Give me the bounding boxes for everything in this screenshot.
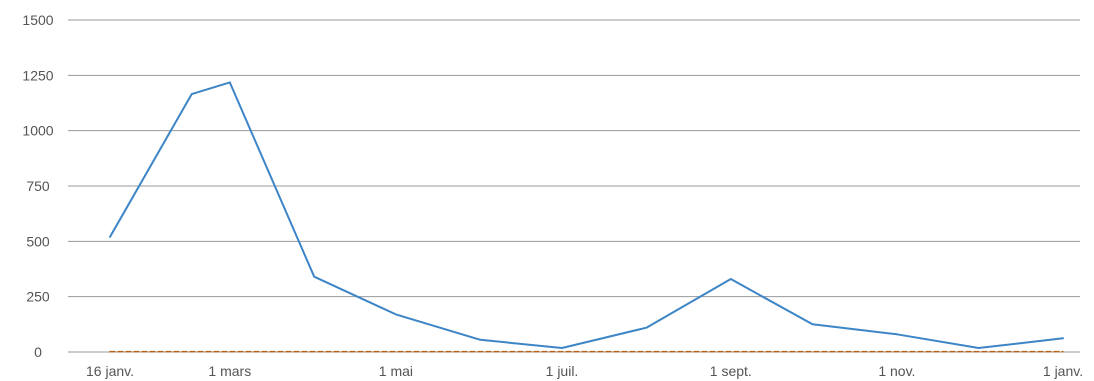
x-tick-label: 1 mars [208,363,251,379]
y-tick-label: 250 [26,289,50,305]
grid [68,19,1080,353]
x-tick-label: 16 janv. [86,363,134,379]
y-tick-label: 750 [26,178,50,194]
x-tick-label: 1 juil. [546,363,579,379]
series-layer [109,81,1064,353]
x-tick-label: 1 sept. [710,363,752,379]
x-tick-label: 1 nov. [878,363,915,379]
y-tick-label: 0 [34,344,42,360]
y-tick-label: 500 [26,233,50,249]
y-tick-label: 1500 [22,12,53,28]
y-tick-label: 1000 [22,123,53,139]
x-tick-label: 1 janv. [1043,363,1083,379]
x-axis: 16 janv. 1 mars 1 mai 1 juil. 1 sept. 1 nov. 1… [86,363,1083,379]
y-tick-label: 1250 [22,67,53,83]
series-line-0 [109,81,1064,349]
x-tick-label: 1 mai [379,363,413,379]
y-axis: 0 250 500 750 1000 1250 1500 [22,12,53,360]
